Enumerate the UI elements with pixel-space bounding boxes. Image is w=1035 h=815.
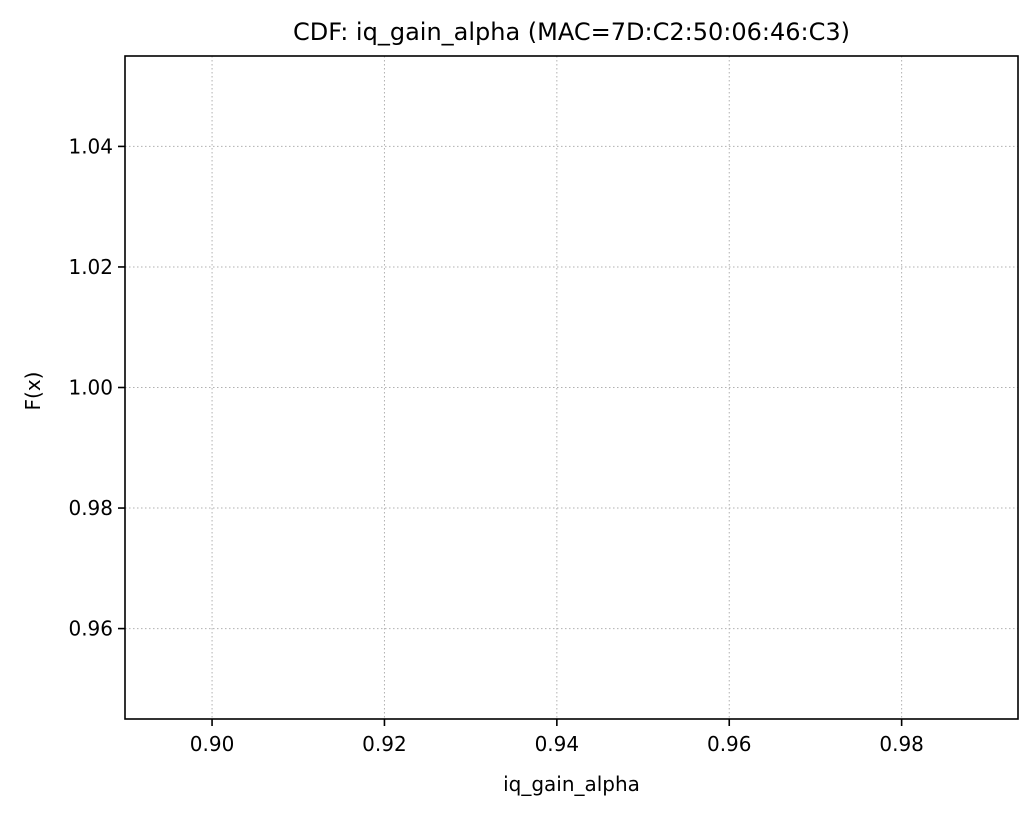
x-tick-label: 0.90: [190, 732, 235, 756]
grid-layer: [125, 56, 1018, 719]
y-tick-label: 1.02: [68, 255, 113, 279]
x-tick-label: 0.94: [535, 732, 580, 756]
plot-area-frame: [124, 55, 1019, 720]
y-axis-label: F(x): [21, 372, 45, 411]
y-tick-label: 1.00: [68, 376, 113, 400]
y-tick-label: 0.98: [68, 496, 113, 520]
x-axis-label: iq_gain_alpha: [503, 772, 640, 796]
x-tick-label: 0.92: [362, 732, 407, 756]
y-tick-label: 1.04: [68, 134, 113, 158]
x-tick-label: 0.96: [707, 732, 752, 756]
chart-title: CDF: iq_gain_alpha (MAC=7D:C2:50:06:46:C…: [293, 18, 850, 46]
y-tick-label: 0.96: [68, 617, 113, 641]
y-axis-ticks: 0.96 0.98 1.00 1.02 1.04: [68, 134, 125, 641]
x-axis-ticks: 0.90 0.92 0.94 0.96 0.98: [190, 719, 924, 756]
x-tick-label: 0.98: [879, 732, 924, 756]
